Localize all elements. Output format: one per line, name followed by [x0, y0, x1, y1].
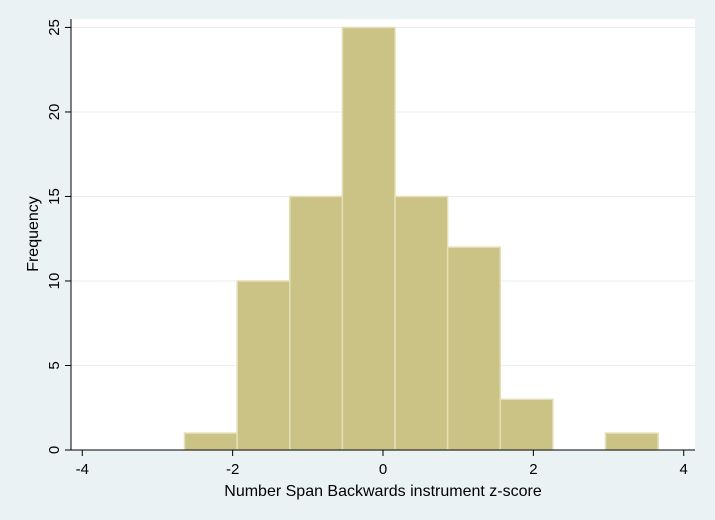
histogram-bar [236, 280, 291, 451]
histogram-bar [341, 26, 396, 451]
y-tick-label: 10 [46, 273, 63, 290]
histogram-bar [183, 432, 238, 451]
x-tick-label: 4 [680, 461, 688, 478]
histogram-bar [446, 246, 502, 451]
y-tick-label: 25 [46, 19, 63, 36]
x-tick-label: -4 [76, 461, 89, 478]
x-tick-label: 2 [529, 461, 537, 478]
y-tick-label: 20 [46, 104, 63, 121]
x-ticks: -4 -2 0 2 4 [76, 450, 688, 478]
histogram-bar [394, 195, 449, 451]
y-axis-title: Frequency [25, 196, 42, 272]
y-tick-label: 15 [46, 188, 63, 205]
histogram-bar [289, 195, 344, 451]
y-ticks: 0 5 10 15 20 25 [46, 19, 71, 454]
x-tick-label: -2 [226, 461, 239, 478]
bars [183, 26, 659, 451]
x-tick-label: 0 [379, 461, 387, 478]
x-axis-title: Number Span Backwards instrument z-score [224, 483, 542, 500]
histogram-bar [604, 432, 659, 451]
y-tick-label: 0 [46, 446, 63, 454]
histogram-bar [499, 398, 554, 451]
y-tick-label: 5 [46, 361, 63, 369]
